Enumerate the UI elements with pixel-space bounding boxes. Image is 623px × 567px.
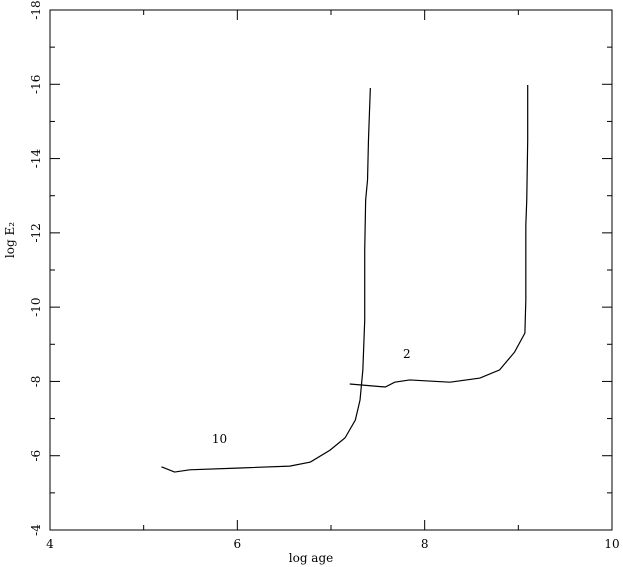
curve-label: 2 (403, 347, 411, 361)
curve (349, 85, 529, 388)
y-tick-label: -12 (29, 223, 43, 242)
y-tick-label: -8 (29, 376, 43, 388)
x-tick-label: 8 (421, 537, 429, 551)
y-tick-label: -14 (29, 149, 43, 169)
y-tick-label: -18 (29, 0, 43, 19)
curve-label: 10 (212, 432, 227, 446)
y-axis-label: log E₂ (3, 222, 17, 258)
curve (161, 87, 371, 473)
y-tick-label: -16 (29, 75, 43, 94)
y-tick-label: -4 (29, 524, 43, 536)
y-tick-label: -6 (29, 450, 43, 462)
x-tick-label: 6 (234, 537, 242, 551)
x-tick-label: 10 (604, 537, 619, 551)
x-tick-label: 4 (46, 537, 54, 551)
y-tick-label: -10 (29, 297, 43, 316)
x-axis-label: log age (289, 551, 334, 565)
